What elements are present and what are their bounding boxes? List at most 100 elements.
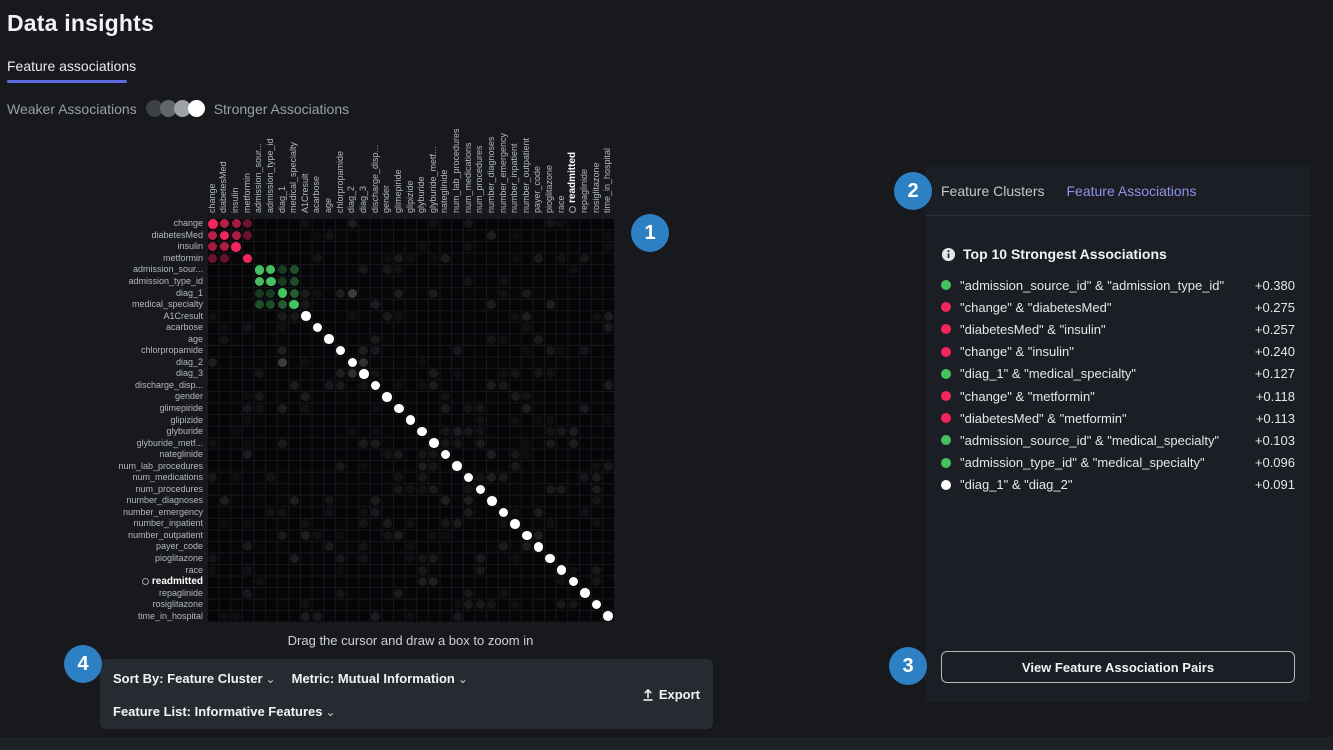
matrix-dot (522, 439, 531, 448)
target-icon (569, 206, 577, 213)
matrix-dot (394, 403, 404, 414)
col-label-diag_3: diag_3 (357, 185, 368, 213)
sort-by-dropdown[interactable]: Sort By: Feature Cluster ⌄ (113, 671, 276, 686)
matrix-dot (394, 484, 404, 494)
annotation-badge-1: 1 (631, 214, 669, 252)
matrix-dot (301, 611, 311, 621)
matrix-dot (347, 219, 357, 229)
association-strength-dot (941, 413, 951, 424)
matrix-dot (453, 600, 462, 609)
matrix-dot (278, 357, 288, 367)
matrix-dot (557, 346, 566, 355)
metric-dropdown[interactable]: Metric: Mutual Information ⌄ (292, 671, 468, 686)
matrix-dot (289, 380, 299, 390)
matrix-dot (417, 565, 427, 575)
legend-strength-dot (187, 100, 205, 117)
col-label-glyburide: glyburide (416, 176, 427, 213)
matrix-dot (510, 311, 520, 321)
matrix-dot (568, 576, 579, 587)
matrix-dot (394, 473, 404, 483)
matrix-dot (464, 484, 474, 494)
col-label-diabetesMed: diabetesMed (218, 161, 229, 213)
matrix-dot (383, 254, 392, 263)
chevron-down-icon: ⌄ (265, 672, 276, 686)
col-label-discharge_disp: discharge_disp... (369, 144, 380, 213)
matrix-dot (533, 530, 543, 540)
association-pair-label: "diabetesMed" & "metformin" (960, 410, 1127, 426)
matrix-dot (219, 496, 229, 506)
matrix-dot (604, 231, 613, 240)
matrix-dot (417, 426, 427, 437)
matrix-dot (522, 403, 532, 413)
association-row: "admission_source_id" & "admission_type_… (941, 274, 1295, 296)
feature-association-matrix[interactable] (207, 218, 614, 622)
matrix-dot (580, 253, 590, 263)
association-value: +0.240 (1254, 344, 1295, 360)
matrix-dot (533, 334, 543, 344)
matrix-dot (498, 507, 509, 518)
association-pair-label: "admission_source_id" & "medical_special… (960, 432, 1220, 448)
col-label-metformin: metformin (241, 172, 252, 213)
matrix-dot (568, 600, 578, 610)
matrix-dot (336, 288, 346, 298)
matrix-dot (301, 288, 311, 298)
col-label-admission_sour: admission_sour... (253, 142, 264, 213)
export-button[interactable]: Export (642, 687, 700, 702)
matrix-dot (452, 461, 462, 471)
matrix-dot (242, 253, 253, 264)
tab-active-underline (7, 80, 127, 83)
matrix-dot (510, 507, 520, 517)
matrix-dot (359, 462, 368, 471)
matrix-dot (603, 380, 613, 390)
matrix-dot (452, 611, 462, 621)
matrix-dot (371, 496, 381, 506)
matrix-dot (208, 242, 218, 252)
matrix-dot (324, 230, 334, 240)
matrix-dot (418, 242, 427, 251)
matrix-dot (487, 334, 497, 344)
matrix-dot (418, 358, 427, 367)
matrix-zoom-hint: Drag the cursor and draw a box to zoom i… (287, 633, 534, 648)
matrix-dot (324, 542, 334, 552)
matrix-dot (254, 276, 264, 286)
row-label-discharge_disp: discharge_disp... (134, 379, 203, 390)
feature-list-dropdown[interactable]: Feature List: Informative Features ⌄ (113, 704, 336, 719)
matrix-dot (312, 253, 322, 263)
matrix-dot (452, 346, 462, 356)
matrix-dot (592, 519, 602, 529)
col-label-gender: gender (381, 184, 392, 213)
panel-tab-feature-clusters[interactable]: Feature Clusters (941, 183, 1045, 199)
matrix-dot (347, 311, 357, 321)
feature-associations-panel: Feature Clusters Feature Associations To… (925, 165, 1311, 702)
matrix-dot (510, 461, 520, 471)
matrix-dot (371, 334, 381, 344)
matrix-dot (278, 323, 288, 333)
matrix-dot (441, 531, 450, 540)
matrix-dot (592, 311, 602, 321)
matrix-dot (220, 612, 229, 621)
matrix-dot (604, 416, 613, 425)
matrix-dot (440, 253, 450, 263)
matrix-dot (208, 230, 218, 240)
matrix-dot (429, 288, 439, 298)
matrix-dot (406, 612, 415, 621)
matrix-dot (487, 380, 497, 390)
matrix-dot (336, 531, 345, 540)
matrix-dot (406, 519, 415, 529)
matrix-dot (440, 496, 450, 506)
matrix-dot (545, 219, 555, 229)
matrix-dot (243, 219, 253, 229)
panel-tab-feature-associations[interactable]: Feature Associations (1066, 183, 1197, 199)
view-pairs-button[interactable]: View Feature Association Pairs (941, 651, 1295, 683)
matrix-dot (545, 553, 555, 564)
matrix-dot (510, 369, 520, 379)
matrix-dot (592, 565, 602, 575)
col-label-diag_1: diag_1 (276, 185, 287, 213)
matrix-dot (313, 231, 322, 240)
matrix-dot (371, 438, 381, 448)
tab-feature-associations[interactable]: Feature associations (7, 58, 137, 74)
matrix-dot (499, 288, 509, 298)
matrix-dot (557, 484, 567, 494)
matrix-dot (231, 219, 241, 229)
matrix-dot (208, 554, 218, 563)
